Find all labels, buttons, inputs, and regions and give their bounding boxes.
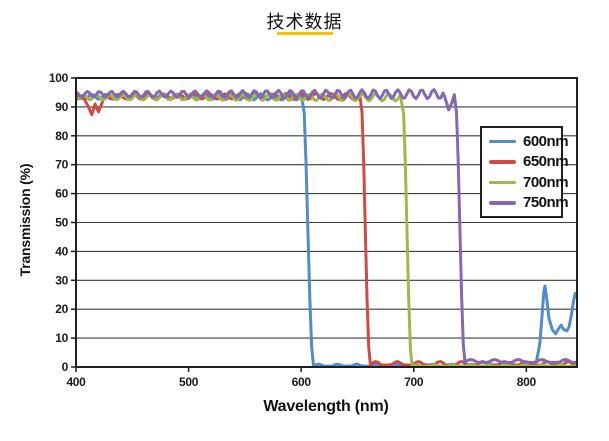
- series-line-750nm: [76, 88, 577, 364]
- chart-legend: 600nm 650nm 700nm 750nm: [480, 126, 569, 218]
- legend-entry: 600nm: [489, 133, 569, 150]
- legend-label: 750nm: [523, 194, 569, 212]
- legend-line-swatch-600nm: [489, 139, 516, 143]
- y-tick-label: 70: [55, 158, 68, 172]
- legend-line-swatch-650nm: [489, 160, 516, 164]
- x-tick-label: 400: [66, 375, 86, 389]
- x-tick-label: 700: [404, 375, 424, 389]
- x-tick-label: 500: [179, 375, 199, 389]
- title-underline: [277, 32, 333, 35]
- y-tick-label: 50: [55, 216, 68, 230]
- page-title: 技术数据: [266, 12, 343, 33]
- y-tick-label: 30: [55, 273, 68, 287]
- legend-label: 600nm: [523, 132, 569, 150]
- legend-line-swatch-750nm: [489, 201, 516, 205]
- y-tick-label: 90: [55, 100, 68, 114]
- y-tick-label: 10: [55, 331, 68, 345]
- legend-label: 650nm: [523, 153, 569, 171]
- legend-entry: 700nm: [489, 174, 569, 191]
- legend-entry: 650nm: [489, 153, 569, 170]
- y-tick-label: 0: [62, 360, 69, 374]
- y-tick-label: 80: [55, 129, 68, 143]
- y-axis-title: Transmission (%): [17, 163, 33, 277]
- legend-entry: 750nm: [489, 194, 569, 211]
- plot-border: [75, 77, 578, 368]
- x-tick-label: 600: [292, 375, 312, 389]
- x-tick-label: 800: [517, 375, 537, 389]
- y-tick-label: 40: [55, 244, 68, 258]
- x-axis-title: Wavelength (nm): [263, 398, 389, 415]
- legend-line-swatch-700nm: [489, 180, 516, 184]
- y-tick-label: 60: [55, 187, 68, 201]
- y-tick-label: 100: [49, 71, 69, 85]
- legend-label: 700nm: [523, 173, 569, 191]
- y-tick-label: 20: [55, 302, 68, 316]
